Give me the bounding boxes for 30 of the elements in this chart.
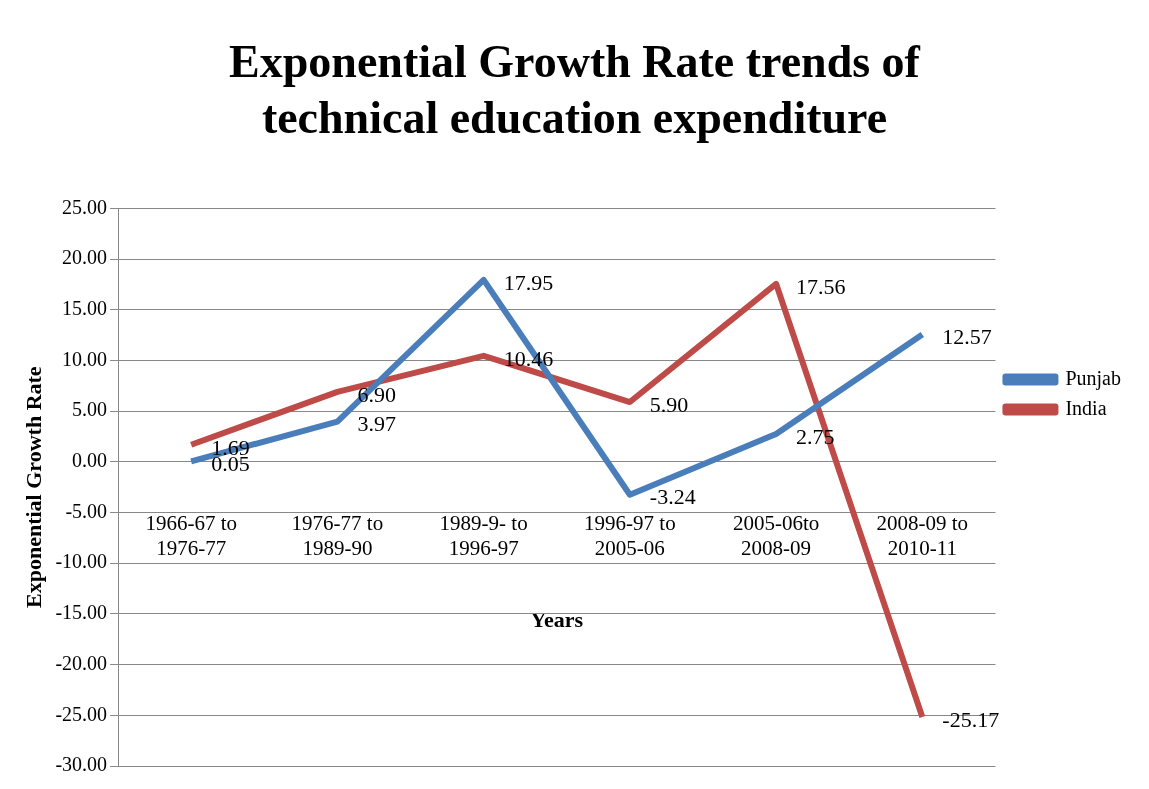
y-tick-label: -20.00 bbox=[55, 651, 108, 674]
y-tick-label: 15.00 bbox=[62, 297, 108, 320]
y-tick-label: -30.00 bbox=[55, 753, 108, 776]
x-tick-label: 1966-67 to 1976-77 bbox=[145, 510, 237, 561]
chart-title: Exponential Growth Rate trends of technical education expenditure bbox=[229, 36, 921, 143]
y-axis-title: Exponential Growth Rate bbox=[20, 366, 46, 608]
x-tick-label: 2005-06to 2008-09 bbox=[732, 510, 820, 561]
x-tick-label: 1989-9- to 1996-97 bbox=[439, 510, 528, 561]
data-label: -3.24 bbox=[649, 484, 696, 510]
y-tick-label: -25.00 bbox=[55, 702, 108, 725]
x-tick-label: 2008-09 to 2010-11 bbox=[876, 510, 969, 561]
y-tick-label: 25.00 bbox=[62, 195, 108, 218]
x-tick-label: 1976-77 to 1989-90 bbox=[291, 510, 384, 561]
legend-label: India bbox=[1065, 396, 1107, 419]
data-label: -25.17 bbox=[942, 706, 1000, 732]
y-tick-label: -5.00 bbox=[65, 499, 108, 522]
y-tick-label: 0.00 bbox=[72, 449, 108, 472]
data-label: 17.56 bbox=[796, 273, 846, 299]
y-tick-label: 10.00 bbox=[62, 347, 108, 370]
legend-label: Punjab bbox=[1065, 366, 1122, 390]
data-label: 12.57 bbox=[942, 324, 992, 350]
data-label: 3.97 bbox=[357, 411, 396, 437]
x-tick-label: 1996-97 to 2005-06 bbox=[584, 510, 676, 561]
data-label: 5.90 bbox=[649, 391, 689, 417]
y-tick-label: 20.00 bbox=[62, 246, 108, 269]
y-tick-label: -15.00 bbox=[55, 601, 108, 624]
y-tick-label: 5.00 bbox=[72, 398, 108, 421]
y-tick-label: -10.00 bbox=[55, 550, 108, 573]
x-axis-title: Years bbox=[530, 607, 584, 633]
data-label: 17.95 bbox=[503, 269, 554, 295]
